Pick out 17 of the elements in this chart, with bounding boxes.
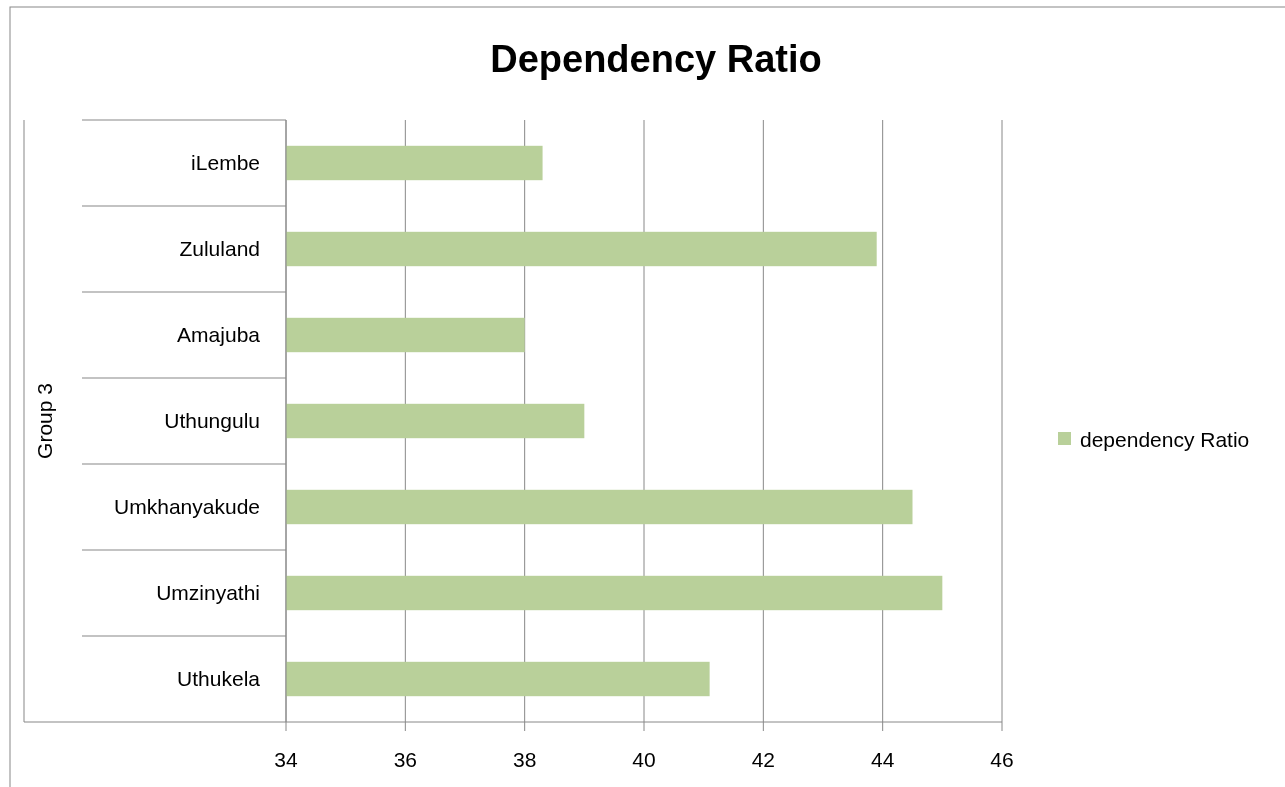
- y-tick-label: Umkhanyakude: [114, 495, 260, 518]
- x-tick-label: 40: [632, 748, 656, 771]
- x-tick-label: 46: [990, 748, 1014, 771]
- y-tick-label: Umzinyathi: [156, 581, 260, 604]
- y-tick-label: Uthukela: [177, 667, 261, 690]
- y-tick-label: iLembe: [191, 151, 260, 174]
- y-axis-title: Group 3: [33, 383, 56, 459]
- x-tick-label: 42: [751, 748, 776, 771]
- y-tick-label: Uthungulu: [164, 409, 260, 432]
- x-tick-label: 44: [870, 748, 895, 771]
- x-tick-label: 38: [512, 748, 537, 771]
- x-tick-label: 34: [274, 748, 298, 771]
- chart-title: Dependency Ratio: [490, 38, 822, 80]
- legend-label: dependency Ratio: [1080, 428, 1250, 451]
- y-tick-label: Amajuba: [177, 323, 261, 346]
- x-tick-label: 36: [393, 748, 418, 771]
- y-tick-label: Zululand: [179, 237, 260, 260]
